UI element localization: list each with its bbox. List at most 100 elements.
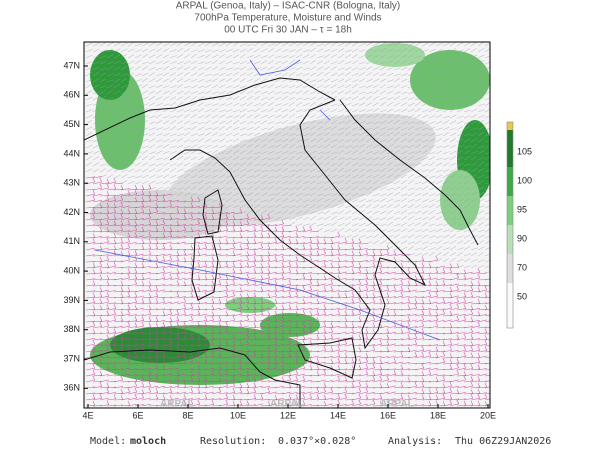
wind-barb — [218, 72, 226, 77]
wind-barb — [316, 79, 324, 83]
wind-barb — [407, 246, 415, 251]
wind-barb — [351, 362, 361, 365]
wind-barb — [484, 133, 490, 137]
wind-barb — [393, 370, 397, 375]
wind-barb — [484, 392, 490, 395]
wind-barb — [183, 398, 193, 401]
wind-barb — [239, 358, 243, 363]
wind-barb — [281, 308, 291, 311]
wind-barb — [232, 268, 236, 273]
wind-barb — [477, 229, 485, 233]
wind-barb — [211, 145, 219, 149]
wind-barb — [337, 150, 345, 155]
wind-barb — [428, 73, 436, 77]
wind-barb — [134, 225, 138, 231]
wind-barb — [183, 250, 187, 255]
wind-barb — [288, 229, 298, 233]
wind-barb — [492, 287, 494, 291]
wind-barb — [176, 386, 186, 389]
wind-barb — [316, 96, 324, 101]
wind-barb — [358, 132, 366, 137]
wind-barb — [281, 230, 291, 233]
wind-barb — [302, 368, 312, 371]
wind-barb — [274, 230, 284, 233]
wind-barb — [477, 296, 487, 299]
wind-barb — [148, 195, 158, 197]
wind-barb — [176, 369, 187, 371]
wind-barb — [302, 204, 310, 209]
wind-barb — [211, 302, 221, 305]
wind-barb — [330, 215, 338, 221]
wind-barb — [365, 174, 373, 179]
wind-barb — [253, 344, 263, 347]
wind-barb — [393, 250, 397, 255]
wind-barb — [134, 232, 138, 237]
wind-barb — [169, 367, 179, 371]
wind-barb — [309, 296, 319, 299]
wind-barb — [232, 120, 240, 125]
wind-barb — [316, 162, 324, 167]
wind-barb — [421, 186, 429, 191]
wind-barb — [463, 55, 471, 59]
wind-barb — [120, 266, 130, 269]
wind-barb — [358, 96, 366, 101]
wind-barb — [456, 308, 466, 311]
wind-barb — [344, 322, 348, 327]
footer-label: Model: — [90, 436, 126, 447]
wind-barb — [344, 242, 354, 245]
wind-barb — [176, 352, 180, 357]
lat-tick-label: 40N — [63, 265, 80, 275]
wind-barb — [169, 242, 179, 245]
wind-barb — [162, 296, 172, 299]
wind-barb — [463, 174, 471, 179]
wind-barb — [113, 42, 121, 47]
wind-barb — [393, 186, 401, 191]
wind-barb — [281, 125, 289, 131]
wind-barb — [190, 344, 200, 347]
wind-barb — [169, 284, 179, 287]
wind-barb — [218, 239, 222, 244]
wind-barb — [267, 162, 275, 167]
wind-barb — [169, 145, 177, 149]
wind-barb — [344, 119, 352, 125]
wind-barb — [302, 391, 312, 395]
wind-barb — [456, 145, 464, 149]
wind-barb — [134, 343, 144, 347]
wind-barb — [351, 296, 361, 299]
wind-barb — [449, 67, 457, 71]
wind-barb — [148, 343, 158, 347]
wind-barb — [344, 272, 354, 275]
wind-barb — [421, 180, 429, 185]
lon-tick-label: 6E — [132, 410, 143, 420]
wind-barb — [246, 339, 256, 341]
wind-barb — [225, 314, 235, 317]
wind-barb — [288, 362, 298, 365]
wind-barb — [316, 326, 326, 329]
wind-barb — [295, 239, 299, 244]
wind-barb — [190, 314, 200, 317]
wind-barb — [99, 332, 109, 335]
wind-barb — [323, 308, 333, 311]
wind-barb — [85, 217, 95, 221]
wind-barb — [134, 307, 144, 311]
wind-barb — [99, 138, 107, 143]
wind-barb — [246, 96, 254, 101]
wind-barb — [246, 262, 250, 267]
wind-barb — [449, 54, 457, 59]
wind-barb — [85, 392, 95, 395]
wind-barb — [127, 224, 137, 227]
wind-barb — [435, 319, 445, 323]
wind-barb — [232, 351, 236, 357]
wind-barb — [176, 362, 186, 365]
wind-barb — [246, 344, 256, 347]
wind-barb — [134, 387, 138, 393]
wind-barb — [470, 374, 480, 377]
wind-barb — [295, 115, 303, 119]
wind-barb — [295, 278, 305, 281]
wind-barb — [351, 298, 355, 303]
wind-barb — [288, 144, 296, 149]
wind-barb — [358, 173, 366, 179]
wind-barb — [218, 261, 228, 263]
wind-barb — [351, 331, 361, 335]
wind-barb — [449, 162, 457, 167]
